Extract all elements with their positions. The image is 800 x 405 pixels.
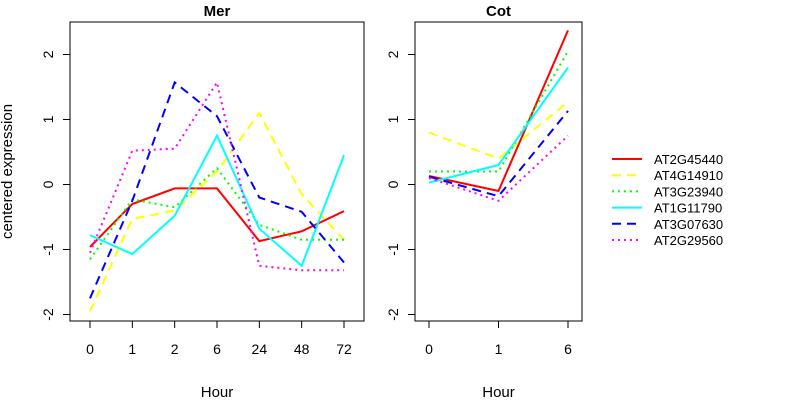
y-tick-label: 0: [40, 180, 56, 188]
series-line-at2g29560: [89, 79, 344, 272]
y-tick-label: -2: [385, 308, 401, 321]
x-tick-label: 0: [86, 341, 94, 357]
legend-label: AT2G29560: [654, 233, 723, 248]
series-line-at3g23940: [429, 50, 569, 173]
x-tick-label: 2: [171, 341, 179, 357]
legend-label: AT3G23940: [654, 184, 723, 199]
x-tick-label: 6: [564, 341, 572, 357]
x-axis-label: Hour: [482, 384, 515, 400]
series-line-at4g14910: [89, 111, 345, 312]
x-tick-label: 0: [425, 341, 433, 357]
panel-title: Cot: [486, 3, 511, 20]
y-tick-label: 2: [385, 50, 401, 58]
legend-label: AT1G11790: [654, 201, 722, 216]
x-tick-label: 72: [336, 341, 352, 357]
series-line-at3g07630: [428, 110, 569, 198]
y-tick-label: 0: [385, 180, 401, 188]
x-tick-label: 6: [213, 341, 221, 357]
y-tick-label: -1: [40, 243, 56, 256]
legend-label: AT2G45440: [654, 152, 723, 167]
y-axis-label: centered expression: [0, 104, 16, 239]
panel-title: Mer: [204, 3, 231, 20]
y-tick-label: -1: [385, 243, 401, 256]
plot-frame: [414, 21, 583, 322]
y-tick-label: 1: [40, 115, 56, 123]
legend-label: AT3G07630: [654, 217, 723, 232]
x-tick-label: 24: [252, 341, 268, 357]
series-line-at1g11790: [428, 66, 569, 184]
y-tick-label: 2: [40, 50, 56, 58]
series-line-at2g29560: [428, 134, 569, 202]
legend-label: AT4G14910: [654, 168, 723, 183]
x-axis-label: Hour: [201, 384, 234, 400]
series-line-at3g07630: [89, 80, 345, 299]
y-tick-label: -2: [40, 308, 56, 321]
x-tick-label: 48: [294, 341, 310, 357]
x-tick-label: 1: [495, 341, 503, 357]
series-line-at3g23940: [89, 166, 344, 260]
series-line-at2g45440: [89, 187, 345, 248]
x-tick-label: 1: [128, 341, 136, 357]
series-line-at1g11790: [89, 133, 345, 268]
y-tick-label: 1: [385, 115, 401, 123]
series-line-at4g14910: [428, 101, 569, 160]
series-line-at2g45440: [428, 30, 569, 193]
